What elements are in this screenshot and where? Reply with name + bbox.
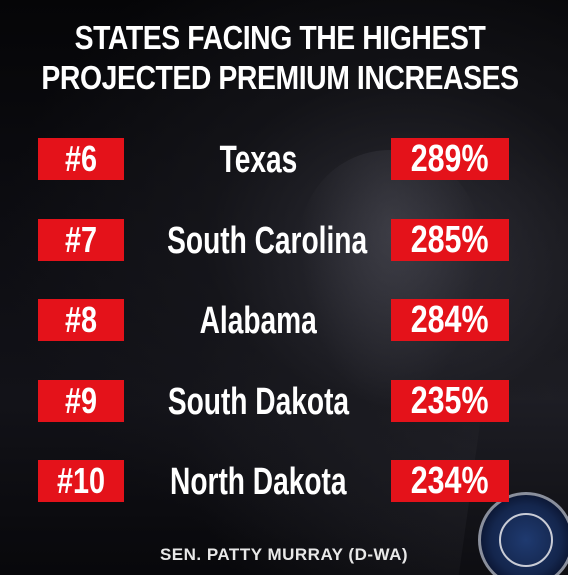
increase-badge: 284%	[391, 299, 509, 341]
ranking-row: #8 Alabama 284%	[0, 297, 568, 345]
increase-badge: 234%	[391, 460, 509, 502]
rank-badge: #8	[38, 299, 124, 341]
source-credit: SEN. PATTY MURRAY (D-WA)	[159, 545, 409, 564]
increase-badge: 235%	[391, 380, 509, 422]
rank-badge: #6	[38, 138, 124, 180]
rank-badge: #10	[38, 460, 124, 502]
seal-emblem	[499, 513, 553, 567]
ranking-row: #10 North Dakota 234%	[0, 458, 568, 506]
increase-badge: 285%	[391, 219, 509, 261]
senate-seal-icon	[478, 492, 568, 575]
state-name: South Carolina	[167, 220, 368, 262]
state-name: North Dakota	[169, 461, 347, 503]
state-name: Texas	[219, 139, 297, 181]
ranking-row: #9 South Dakota 235%	[0, 378, 568, 426]
headline: STATES FACING THE HIGHEST PROJECTED PREM…	[39, 18, 521, 98]
headline-line-1: STATES FACING THE HIGHEST	[74, 19, 486, 56]
rank-badge: #9	[38, 380, 124, 422]
background-speaker	[300, 150, 480, 410]
state-name: Alabama	[199, 300, 317, 342]
rank-badge: #7	[38, 219, 124, 261]
increase-badge: 289%	[391, 138, 509, 180]
state-name: South Dakota	[167, 381, 349, 423]
ranking-row: #6 Texas 289%	[0, 136, 568, 184]
headline-line-2: PROJECTED PREMIUM INCREASES	[41, 59, 519, 96]
ranking-row: #7 South Carolina 285%	[0, 217, 568, 265]
